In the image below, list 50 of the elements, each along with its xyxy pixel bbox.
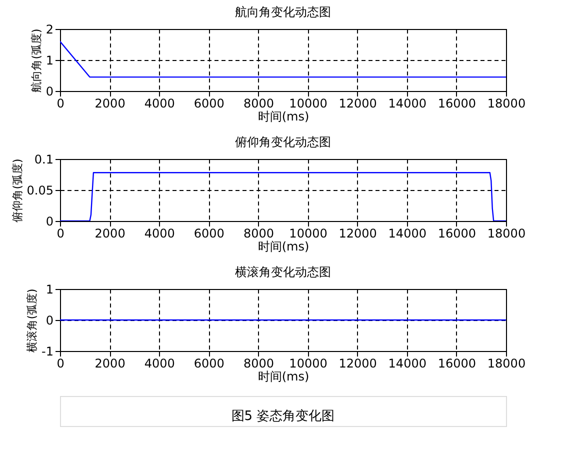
x-axis-title: 时间(ms) (258, 110, 310, 124)
x-tick-label: 14000 (388, 226, 426, 240)
y-axis-title: 横滚角(弧度) (26, 288, 39, 352)
x-tick-label: 6000 (194, 356, 224, 370)
x-tick-label: 10000 (289, 226, 328, 240)
x-tick-label: 16000 (438, 96, 476, 110)
chart-title: 横滚角变化动态图 (235, 265, 331, 279)
y-tick-label: 0.1 (34, 152, 54, 166)
x-tick-label: 2000 (94, 356, 126, 370)
x-tick-label: 2000 (94, 226, 126, 240)
x-tick-label: 16000 (438, 226, 476, 240)
x-tick-label: 14000 (388, 356, 426, 370)
x-tick-label: 16000 (438, 356, 476, 370)
y-tick-label: -1 (42, 344, 54, 358)
x-tick-label: 0 (56, 226, 64, 240)
y-tick-label: 0 (46, 314, 54, 328)
x-tick-label: 4000 (144, 96, 175, 110)
x-tick-label: 18000 (487, 226, 526, 240)
caption: 图5 姿态角变化图 (231, 409, 335, 424)
x-tick-label: 0 (56, 356, 64, 370)
x-tick-label: 14000 (388, 96, 426, 110)
x-tick-label: 8000 (243, 226, 274, 240)
x-tick-label: 12000 (338, 226, 377, 240)
x-tick-label: 6000 (194, 226, 224, 240)
x-tick-label: 0 (56, 96, 64, 110)
chart-title: 俯仰角变化动态图 (235, 135, 331, 149)
line-series (60, 172, 506, 221)
y-axis-title: 俯仰角(弧度) (10, 158, 24, 222)
x-tick-label: 6000 (194, 96, 224, 110)
x-tick-label: 10000 (289, 356, 328, 370)
y-tick-label: 0 (46, 84, 54, 98)
x-tick-label: 8000 (243, 356, 274, 370)
y-tick-label: 0 (46, 214, 54, 228)
x-tick-label: 2000 (94, 96, 126, 110)
x-tick-label: 18000 (487, 96, 526, 110)
y-tick-label: 2 (46, 22, 54, 36)
y-tick-label: 1 (46, 282, 54, 296)
x-axis-title: 时间(ms) (258, 370, 310, 384)
chart-title: 航向角变化动态图 (235, 5, 331, 19)
x-tick-label: 4000 (144, 356, 175, 370)
x-tick-label: 18000 (487, 356, 526, 370)
y-tick-label: 0.05 (26, 184, 54, 198)
y-tick-label: 1 (46, 54, 54, 68)
x-tick-label: 8000 (243, 96, 274, 110)
x-tick-label: 4000 (144, 226, 175, 240)
y-axis-title: 航向角(弧度) (30, 28, 43, 92)
x-tick-label: 12000 (338, 356, 377, 370)
x-tick-label: 12000 (338, 96, 377, 110)
x-axis-title: 时间(ms) (258, 240, 310, 254)
x-tick-label: 10000 (289, 96, 328, 110)
